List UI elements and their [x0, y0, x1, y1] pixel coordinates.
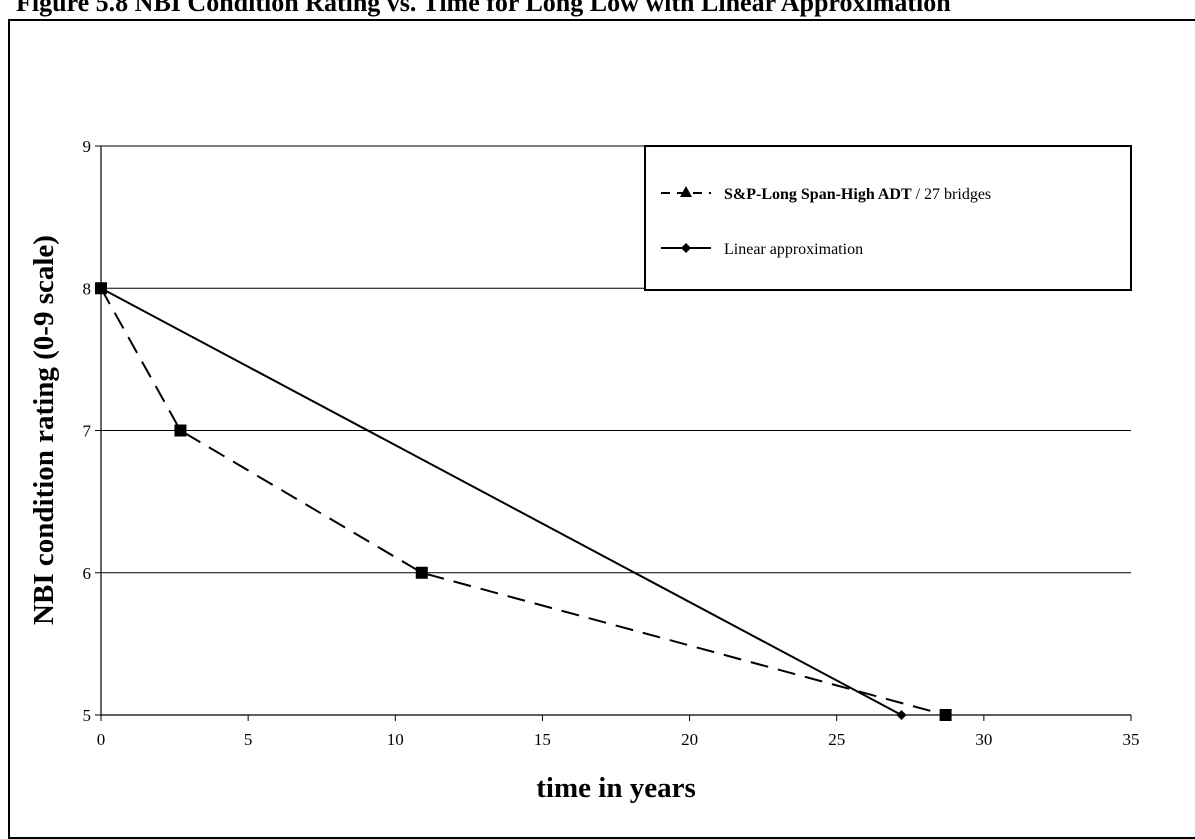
x-axis-label: time in years [536, 772, 695, 804]
legend-diamond-marker [681, 243, 691, 253]
series [95, 282, 952, 721]
legend-label-series-1-rest: / 27 bridges [912, 186, 992, 203]
x-tick-label: 35 [1123, 730, 1140, 749]
series-2-point [896, 710, 907, 720]
y-tick-label: 7 [83, 422, 92, 441]
x-tick-label: 30 [975, 730, 992, 749]
y-tick-label: 6 [83, 564, 92, 583]
x-tick-label: 0 [97, 730, 106, 749]
y-tick-label: 9 [83, 137, 92, 156]
series-1-point [415, 566, 428, 579]
series-1-point [174, 424, 187, 437]
legend-label-series-2: Linear approximation [724, 241, 863, 258]
legend-box [644, 145, 1132, 291]
x-tick-label: 15 [534, 730, 551, 749]
legend: S&P-Long Span-High ADT / 27 bridges Line… [644, 145, 1132, 291]
y-tick-label: 8 [83, 279, 92, 298]
series-2-point [96, 283, 106, 294]
y-axis-label: NBI condition rating (0-9 scale) [28, 235, 60, 625]
y-tick-label: 5 [83, 706, 92, 725]
legend-item-series-1: S&P-Long Span-High ADT / 27 bridges [661, 186, 991, 203]
figure-title: Figure 5.8 NBI Condition Rating vs. Time… [16, 0, 951, 17]
legend-label-series-1: S&P-Long Span-High ADT / 27 bridges [724, 186, 991, 203]
series-1-point [939, 709, 952, 721]
x-tick-label: 10 [387, 730, 404, 749]
series-2-line [100, 287, 902, 716]
axes [95, 145, 1132, 721]
legend-item-series-2: Linear approximation [661, 241, 863, 258]
x-tick-label: 5 [244, 730, 253, 749]
series-1-line [100, 287, 946, 716]
x-tick-label: 25 [828, 730, 845, 749]
x-tick-label: 20 [681, 730, 698, 749]
legend-label-series-1-bold: S&P-Long Span-High ADT [724, 186, 912, 203]
legend-triangle-marker [680, 186, 692, 197]
